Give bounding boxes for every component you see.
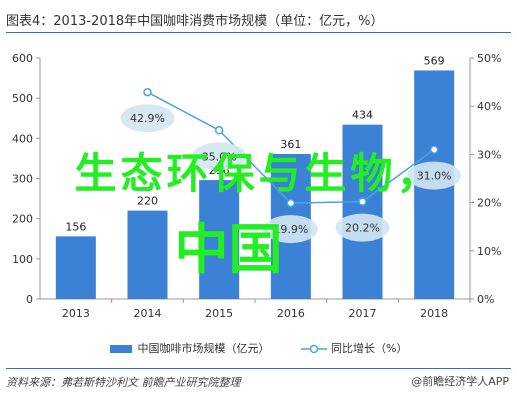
- y-left-tick-label: 0: [26, 293, 33, 306]
- y-right-tick-label: 40%: [477, 100, 501, 113]
- y-right-tick-label: 10%: [477, 245, 501, 258]
- chart: 0 100 200 300 400 500 600 0% 10% 20% 30% 40% 50% 156 2…: [12, 52, 501, 320]
- x-tick-label: 2014: [134, 307, 162, 320]
- y-left-tick-label: 400: [12, 132, 33, 145]
- y-right-tick-label: 30%: [477, 148, 501, 161]
- y-right-tick-label: 0%: [477, 293, 494, 306]
- growth-label-bubble: [335, 213, 390, 242]
- y-left-tick-label: 300: [12, 173, 33, 186]
- legend-item-bar: 中国咖啡市场规模（亿元）: [109, 340, 270, 356]
- source-rule: [6, 368, 511, 369]
- bar-value-label: 156: [65, 220, 86, 233]
- brand-watermark: @前瞻经济学人APP: [411, 375, 509, 388]
- growth-point: [358, 197, 367, 206]
- legend: 中国咖啡市场规模（亿元） 同比增长（%）: [0, 340, 517, 356]
- y-left-tick-label: 600: [12, 52, 33, 65]
- bar: [127, 210, 168, 299]
- growth-value-label: 35.0%: [202, 150, 237, 163]
- growth-label-bubble: [263, 215, 318, 244]
- y-left-tick-label: 100: [12, 253, 33, 266]
- growth-value-label: 20.2%: [345, 222, 380, 235]
- growth-label-bubble: [192, 142, 247, 171]
- legend-bar-label: 中国咖啡市场规模（亿元）: [137, 342, 270, 355]
- growth-point: [214, 126, 224, 135]
- y-right-tick-label: 50%: [477, 52, 501, 65]
- legend-line-swatch: [301, 344, 328, 354]
- y-right-tick-label: 20%: [477, 197, 501, 210]
- bar-value-label: 569: [424, 54, 445, 67]
- growth-point: [429, 145, 439, 154]
- growth-value-label: 19.9%: [273, 223, 308, 236]
- bar: [55, 236, 96, 299]
- growth-point: [143, 87, 152, 97]
- growth-label-bubble: [120, 104, 175, 133]
- legend-bar-swatch: [109, 345, 132, 353]
- chart-title: 图表4：2013-2018年中国咖啡消费市场规模（单位：亿元，%）: [6, 14, 384, 29]
- x-tick-label: 2016: [277, 307, 305, 320]
- growth-point: [286, 198, 296, 208]
- growth-value-label: 31.0%: [417, 170, 452, 183]
- x-tick-label: 2017: [349, 307, 377, 320]
- legend-line-label: 同比增长（%）: [331, 342, 408, 355]
- source-note: 资料来源：弗若斯特沙利文 前瞻产业研究院整理: [6, 376, 241, 389]
- x-tick-label: 2013: [62, 307, 90, 320]
- bar-value-label: 434: [352, 109, 373, 122]
- growth-label-bubble: [407, 161, 462, 190]
- x-tick-label: 2018: [420, 307, 448, 320]
- bar-value-label: 220: [137, 195, 158, 208]
- legend-item-line: 同比增长（%）: [301, 340, 407, 356]
- growth-value-label: 42.9%: [130, 112, 165, 125]
- y-left-tick-label: 200: [12, 213, 33, 226]
- bar: [199, 180, 240, 299]
- y-left-tick-label: 500: [12, 92, 33, 105]
- bar: [342, 124, 383, 299]
- title-rule: [6, 32, 511, 33]
- bar-value-label: 361: [280, 138, 301, 151]
- x-tick-label: 2015: [205, 307, 233, 320]
